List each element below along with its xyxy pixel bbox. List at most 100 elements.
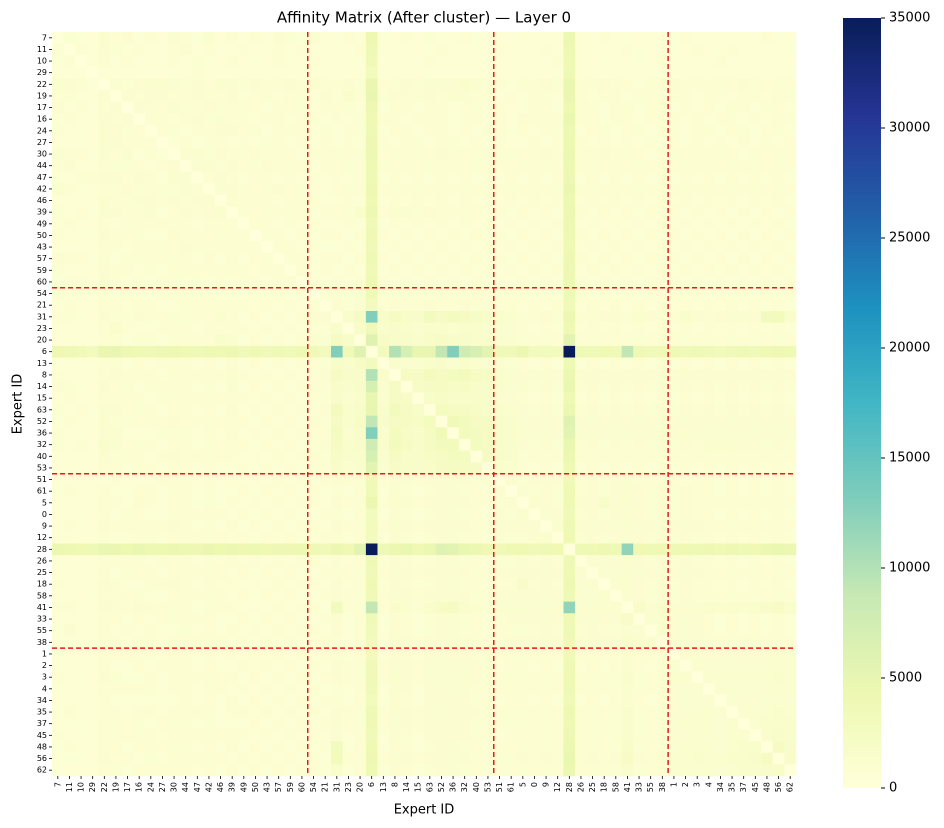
heatmap-cell [586,345,599,358]
heatmap-cell [389,438,402,451]
heatmap-cell [86,752,99,765]
heatmap-cell [784,578,797,591]
heatmap-cell [203,520,216,533]
heatmap-cell [424,415,436,428]
heatmap-cell [586,578,599,591]
heatmap-cell [319,78,332,91]
heatmap-cell [307,648,320,661]
heatmap-cell [98,101,111,114]
heatmap-cell [679,427,692,440]
heatmap-cell [203,171,216,184]
heatmap-cell [307,171,320,184]
heatmap-cell [296,252,309,265]
heatmap-cell [633,78,646,91]
x-tick-label: 21 [321,782,330,792]
heatmap-cell [551,741,564,754]
heatmap-cell [249,648,262,661]
heatmap-cell [691,369,704,382]
heatmap-cell [272,159,285,172]
heatmap-cell [505,264,518,277]
heatmap-cell [284,543,297,556]
heatmap-cell [214,601,227,614]
heatmap-cell [610,276,622,289]
heatmap-cell [726,636,739,649]
heatmap-cell [284,183,297,196]
heatmap-cell [656,55,669,68]
heatmap-cell [447,752,460,765]
heatmap-cell [377,334,390,347]
heatmap-cell [691,578,704,591]
heatmap-cell [598,66,611,79]
heatmap-cell [679,299,692,312]
heatmap-cell [621,136,634,149]
heatmap-cell [644,543,657,556]
heatmap-cell [726,764,739,777]
heatmap-cell [726,671,739,684]
heatmap-cell [400,624,413,637]
heatmap-cell [656,218,669,230]
heatmap-cell [691,438,704,451]
heatmap-cell [691,171,704,184]
heatmap-cell [633,555,646,568]
heatmap-cell [319,43,332,56]
heatmap-cell [575,473,588,486]
heatmap-cell [528,218,541,230]
heatmap-cell [644,43,657,56]
heatmap-cell [86,380,99,393]
heatmap-cell [772,264,785,277]
heatmap-cell [772,194,785,207]
x-tick-label: 15 [414,782,423,792]
heatmap-cell [668,159,681,172]
heatmap-cell [551,136,564,149]
heatmap-cell [668,90,681,103]
heatmap-cell [726,485,739,498]
heatmap-cell [354,648,367,661]
heatmap-cell [307,601,320,614]
heatmap-cell [563,148,576,161]
heatmap-cell [551,43,564,56]
heatmap-cell [191,636,204,649]
heatmap-cell [575,194,588,207]
heatmap-cell [435,531,448,544]
heatmap-cell [296,55,309,68]
heatmap-cell [412,415,425,428]
heatmap-cell [784,764,797,777]
heatmap-cell [563,473,576,486]
y-tick-label: 37 [37,719,47,728]
heatmap-cell [575,229,588,242]
heatmap-cell [482,66,495,79]
heatmap-cell [749,32,762,44]
heatmap-cell [203,717,216,730]
heatmap-cell [342,194,355,207]
heatmap-cell [296,299,309,312]
heatmap-cell [284,357,297,370]
heatmap-cell [551,404,564,416]
heatmap-cell [261,183,274,196]
heatmap-cell [284,764,297,777]
heatmap-cell [226,729,239,742]
heatmap-cell [168,601,181,614]
heatmap-cell [679,229,692,242]
heatmap-cell [342,520,355,533]
heatmap-cell [319,764,332,777]
heatmap-cell [470,311,483,323]
heatmap-cell [354,659,367,672]
heatmap-cell [528,741,541,754]
heatmap-cell [179,566,192,579]
heatmap-cell [86,345,99,358]
heatmap-cell [400,741,413,754]
heatmap-cell [98,485,111,498]
y-tick-label: 42 [37,184,47,193]
heatmap-cell [412,601,425,614]
heatmap-cell [145,357,157,370]
heatmap-cell [737,78,750,91]
heatmap-cell [342,241,355,254]
heatmap-cell [424,555,436,568]
heatmap-cell [133,183,146,196]
heatmap-cell [319,299,332,312]
heatmap-cell [737,520,750,533]
heatmap-cell [470,531,483,544]
heatmap-cell [447,113,460,126]
heatmap-cell [563,717,576,730]
heatmap-cell [726,648,739,661]
